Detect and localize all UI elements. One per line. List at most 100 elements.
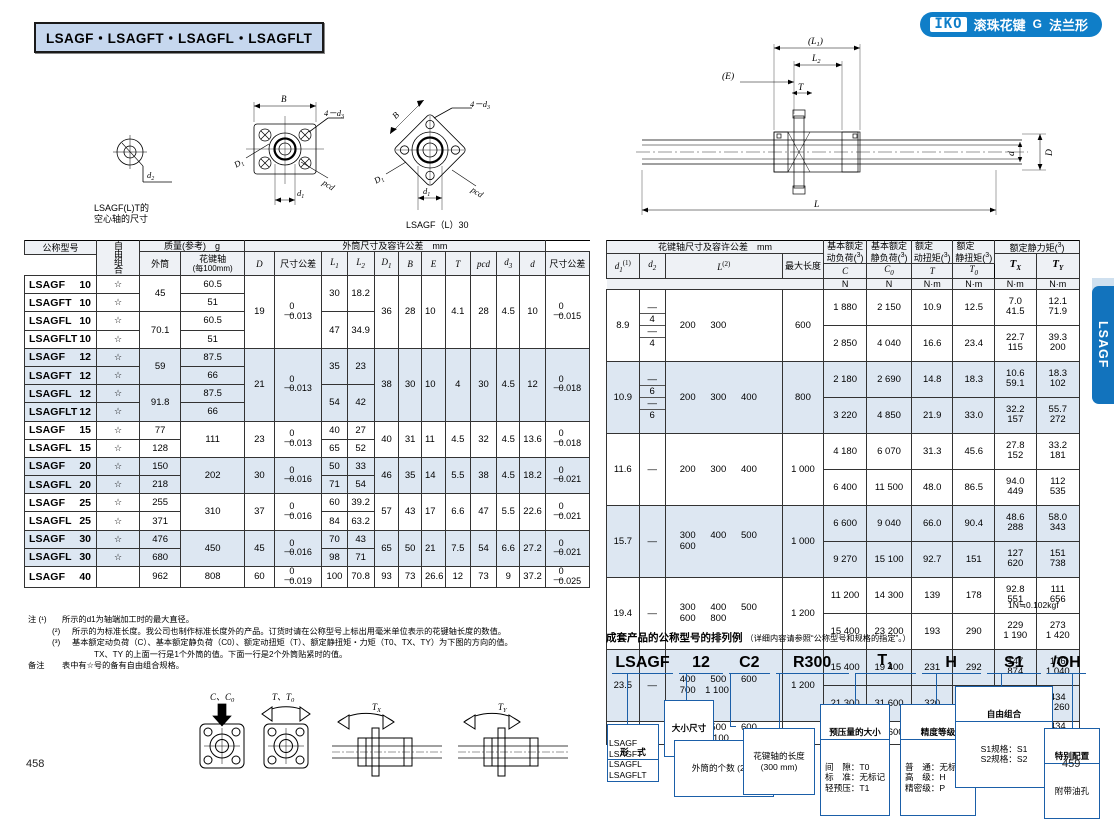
unit-note: 1N≒0.102kgf <box>1008 600 1059 610</box>
load-label-TX: TX <box>372 702 382 714</box>
page-title: LSAGF・LSAGFT・LSAGFL・LSAGFLT <box>34 22 325 53</box>
cell-TY: 112 535 <box>1035 468 1081 506</box>
cell-d1: 10.9 <box>606 360 640 434</box>
cell-pcd: 30 <box>469 347 498 422</box>
cell-T0: 178 <box>952 576 996 614</box>
cell-d: 22.6 <box>519 493 546 531</box>
dimensions-table-body: LSAGF 10 ☆ 45 60.5 19 0—0.013 30 18.2 36 28 10 4.1 28… <box>24 274 591 588</box>
cell-L1: 65 <box>321 438 348 458</box>
th-E: E <box>420 251 446 276</box>
cell-L: 300 400 500 600 800 <box>664 576 783 650</box>
cell-d-tol: 0—0.018 <box>544 347 591 422</box>
cell-L2: 54 <box>346 475 375 495</box>
cell-L2: 71 <box>346 547 375 568</box>
cell-d1: 8.9 <box>606 288 640 362</box>
cell-T: 5.5 <box>444 456 471 495</box>
box-shaft-length: 花键轴的长度 (300 mm) <box>743 728 815 795</box>
cell-T: 14.8 <box>910 360 954 398</box>
side-tab-lsagf[interactable]: LSAGF <box>1092 286 1114 404</box>
cell-model-size: 20 <box>78 475 98 495</box>
cell-TX: 229 1 190 <box>994 612 1037 650</box>
cell-T0: 90.4 <box>952 504 996 542</box>
cell-d: 27.2 <box>519 529 546 568</box>
box-free-combination-head: 自由组合 <box>956 708 1052 722</box>
leader-form <box>627 674 628 724</box>
th-free-combination: 自由组合 <box>96 240 141 276</box>
cell-mass-tube: 77 <box>139 420 182 440</box>
cell-model-name: LSAGFT <box>24 365 79 386</box>
cell-D-tol: 0—0.013 <box>273 420 323 458</box>
cell-mass-tube: 70.1 <box>139 311 182 349</box>
th-shaft-dims-group: 花键轴尺寸及容许公差 mm <box>605 240 825 254</box>
label-4-d3: 4－d3 <box>470 99 490 111</box>
cell-model-name: LSAGF <box>24 420 79 440</box>
cell-L2: 63.2 <box>346 511 375 531</box>
cell-d3: 4.5 <box>496 456 521 495</box>
cell-d2-item: 6 <box>639 386 665 398</box>
cell-D1: 65 <box>373 529 400 568</box>
cell-D-tol: 0—0.019 <box>273 566 323 588</box>
cell-model-name: LSAGFL <box>24 511 79 531</box>
designation-title: 成套产品的公称型号的排列例 （详细内容请参照“公称型号和规格的指定”。） <box>606 632 911 644</box>
cell-T0: 290 <box>952 612 996 650</box>
cell-T: 4.1 <box>444 275 471 349</box>
table-row: 15 400 23 200 193 290 229 1 190 273 1 420 <box>607 612 1081 650</box>
cell-d2-item: — <box>647 607 657 619</box>
cell-L2: 42 <box>346 384 375 422</box>
cell-D1: 46 <box>373 456 400 495</box>
cell-D: 19 <box>244 275 275 349</box>
figure-hollow-shaft-caption: LSAGF(L)T的 空心轴的尺寸 <box>94 203 150 224</box>
box-form-head: 形 式 <box>608 746 658 760</box>
table-row: LSAGFT 12 ☆ 66 <box>24 365 590 386</box>
footnote-line: (³) 基本额定动负荷（C）、基本额定静负荷（C0）、额定动扭矩（T）、额定静扭矩… <box>28 637 596 649</box>
cell-mass-shaft: 450 <box>180 529 245 568</box>
cell-TY: 33.2 181 <box>1035 432 1081 470</box>
designation-code: S1 <box>986 654 1042 674</box>
th-D1: D1 <box>373 251 400 276</box>
cell-B: 35 <box>398 456 422 495</box>
cell-L1: 50 <box>321 456 348 477</box>
cell-mass-shaft: 51 <box>180 329 245 349</box>
th-L2: L2 <box>346 251 375 276</box>
cell-T: 4.5 <box>444 420 471 458</box>
cell-model-size: 12 <box>78 384 98 404</box>
cell-d1: 23.5 <box>606 648 640 722</box>
footnote-label: (²) <box>52 626 61 636</box>
th-mass-group: 质量(参考) g <box>139 240 245 252</box>
cell-D-tol: 0—0.013 <box>273 275 323 349</box>
th-D-tol: 尺寸公差 <box>273 251 323 276</box>
cell-model-size: 10 <box>78 311 98 331</box>
cell-model-size: 15 <box>78 420 98 440</box>
cell-T0: 18.3 <box>952 360 996 398</box>
table-row: 3 220 4 850 21.9 33.0 32.2 157 55.7 272 <box>607 396 1081 434</box>
cell-mass-shaft: 87.5 <box>180 384 245 404</box>
cell-d: 18.2 <box>519 456 546 495</box>
cell-mass-shaft: 87.5 <box>180 347 245 367</box>
cell-C0: 4 850 <box>866 396 912 434</box>
cell-mass-tube: 476 <box>139 529 182 549</box>
table-row: LSAGFLT 12 ☆ 66 <box>24 402 590 422</box>
table-row: LSAGF 40 962 808 60 0—0.019 100 70.8 93 73 26.6 12 7… <box>24 566 591 588</box>
cell-L1: 71 <box>321 475 348 495</box>
cell-T: 31.3 <box>910 432 954 470</box>
cell-free-combo: ☆ <box>96 456 141 477</box>
cell-mass-tube: 45 <box>139 274 182 313</box>
th-T-unit: N·m <box>910 277 954 290</box>
cell-T: 92.7 <box>910 540 954 578</box>
box-preload-body: 间 隙：T0 标 准：无标记 轻预压：T1 <box>825 761 886 793</box>
label-B: B <box>281 94 287 104</box>
table-row: LSAGF 10 ☆ 45 60.5 19 0—0.013 30 18.2 36 28 10 4.1 28… <box>24 274 591 349</box>
box-special-head: 特别配置 <box>1045 750 1099 764</box>
footnotes: 注 (¹) 所示的d1为轴端加工时的最大直径。 (²) 所示的为标准长度。我公司也制作… <box>28 614 596 672</box>
cell-max-length: 1 000 <box>781 432 825 506</box>
th-T-sym: T <box>910 263 954 279</box>
cell-free-combo: ☆ <box>96 365 141 386</box>
cell-d2: — <box>638 576 666 650</box>
cell-d3: 4.5 <box>496 275 521 349</box>
cell-T: 66.0 <box>910 504 954 542</box>
cell-TY: 273 1 420 <box>1035 612 1081 650</box>
cell-TX: 32.2 157 <box>994 396 1037 434</box>
cell-d2-item: — <box>647 535 657 547</box>
box-preload-head: 预压量的大小 <box>821 726 889 740</box>
th-TY-unit: N·m <box>1035 277 1081 290</box>
